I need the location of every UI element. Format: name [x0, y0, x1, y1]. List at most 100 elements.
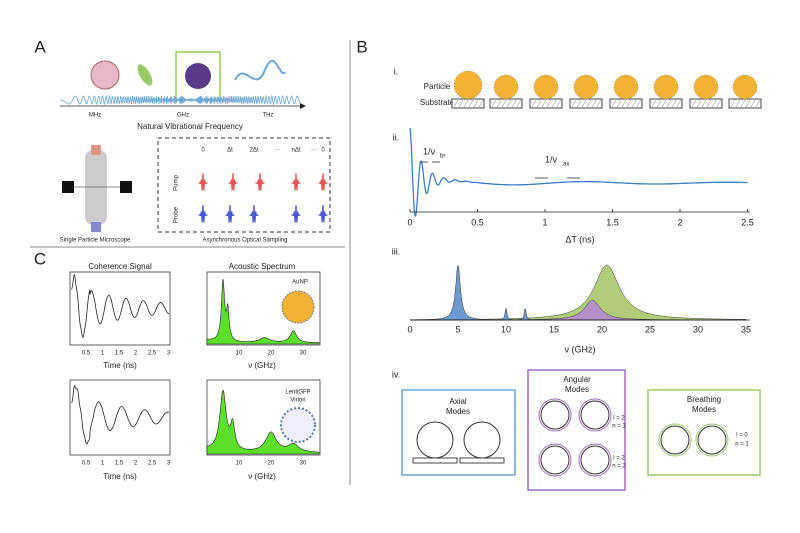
x-tick-label: 3 — [167, 351, 171, 357]
hatch — [511, 99, 517, 108]
substrate — [459, 457, 505, 464]
hatch — [496, 99, 502, 108]
sub-label: iv. — [392, 369, 400, 379]
mode-sphere — [540, 400, 570, 430]
coherence-signal — [71, 274, 169, 338]
x-tick-label: 2 — [134, 461, 138, 467]
mode-sphere — [695, 423, 729, 457]
mode-title: Axial — [449, 397, 467, 406]
hatch — [636, 99, 642, 108]
x-tick-label: 5 — [455, 324, 460, 334]
x-tick-label: 10 — [236, 461, 243, 467]
bacterium-icon — [137, 64, 153, 86]
x-tick-label: 0.5 — [82, 461, 91, 467]
breathing-box — [647, 389, 761, 476]
row-label: Particle — [424, 82, 451, 91]
x-tick-label: 2 — [677, 217, 682, 227]
freq-label: MHz — [89, 113, 101, 119]
mode-sphere — [578, 398, 612, 432]
hatch — [586, 99, 592, 108]
pump-pulse — [255, 172, 265, 191]
hatch — [596, 99, 602, 108]
x-tick-label: 3 — [167, 461, 171, 467]
virus-icon — [185, 63, 211, 89]
hatch — [541, 99, 547, 108]
hatch — [478, 99, 484, 108]
hatch — [691, 99, 697, 108]
x-tick-label: 2 — [134, 351, 138, 357]
hatch — [661, 99, 667, 108]
x-axis-title: ν (GHz) — [248, 472, 276, 481]
delay-label: 0 — [201, 148, 205, 154]
x-tick-label: 10 — [501, 324, 511, 334]
particle — [732, 74, 758, 100]
mode-sphere — [538, 443, 572, 477]
hatch — [463, 99, 469, 108]
pump-pulse — [291, 172, 301, 191]
hatch — [458, 99, 464, 108]
hatch — [716, 99, 722, 108]
x-tick-label: 15 — [549, 324, 559, 334]
freq-label: GHz — [177, 113, 189, 119]
annotation: AuNP — [292, 280, 308, 286]
dna-icon — [234, 60, 286, 81]
hatch — [491, 99, 497, 108]
mode-sphere — [580, 400, 610, 430]
probe-label: Probe — [174, 206, 180, 223]
x-tick-label: 0.5 — [471, 217, 484, 227]
panel-label: A — [34, 37, 46, 56]
microscope-body — [85, 150, 107, 225]
mode-sphere — [463, 421, 501, 459]
delay-label: 0 — [321, 148, 325, 154]
hatch — [730, 99, 736, 108]
hatch — [626, 99, 632, 108]
x-tick-label: 20 — [268, 351, 275, 357]
x-tick-label: 2.5 — [741, 217, 754, 227]
x-axis-title: ν (GHz) — [565, 344, 596, 354]
x-tick-label: 0 — [407, 217, 412, 227]
sampling-box — [157, 137, 331, 233]
hatch — [591, 99, 597, 108]
hatch — [473, 99, 479, 108]
annotation: Virion — [290, 398, 305, 404]
annotation-arrows — [420, 161, 580, 179]
hatch — [676, 99, 682, 108]
hatch — [621, 99, 627, 108]
frequency-wave — [60, 94, 301, 106]
cell-icon — [90, 60, 120, 90]
hatch — [616, 99, 622, 108]
x-tick-label: 30 — [693, 324, 703, 334]
delay-label: ··· — [274, 148, 280, 154]
hatch — [631, 99, 637, 108]
particle — [453, 70, 483, 100]
particle — [653, 74, 679, 100]
hatch — [611, 99, 617, 108]
plot-title: Acoustic Spectrum — [229, 262, 296, 271]
virion-icon — [280, 407, 316, 443]
pump-pulse — [318, 172, 328, 191]
sub-label: iii. — [392, 246, 401, 256]
hatch — [536, 99, 542, 108]
mode-sphere — [697, 425, 727, 455]
panel-label: B — [356, 37, 367, 56]
mode-sphere — [660, 425, 690, 455]
mode-index: l = 2 — [613, 456, 625, 462]
mode-index: n = 1 — [612, 424, 626, 430]
hatch — [745, 99, 751, 108]
probe-pulse — [249, 204, 259, 223]
spectrum-fill — [206, 389, 320, 455]
sub-label: i. — [394, 66, 399, 76]
hatch — [651, 99, 657, 108]
mode-title: Breathing — [687, 395, 721, 404]
caption: Asynchronous Optical Sampling — [202, 238, 287, 244]
annotation: 1/ν — [545, 154, 558, 164]
hatch — [556, 99, 562, 108]
x-axis-title: ν (GHz) — [248, 361, 276, 370]
particle — [533, 74, 559, 100]
x-tick-label: 1.5 — [115, 351, 124, 357]
spectrum-fill — [206, 278, 320, 345]
hatch — [531, 99, 537, 108]
x-axis-title: ΔT (ns) — [565, 234, 594, 244]
hatch — [506, 99, 512, 108]
